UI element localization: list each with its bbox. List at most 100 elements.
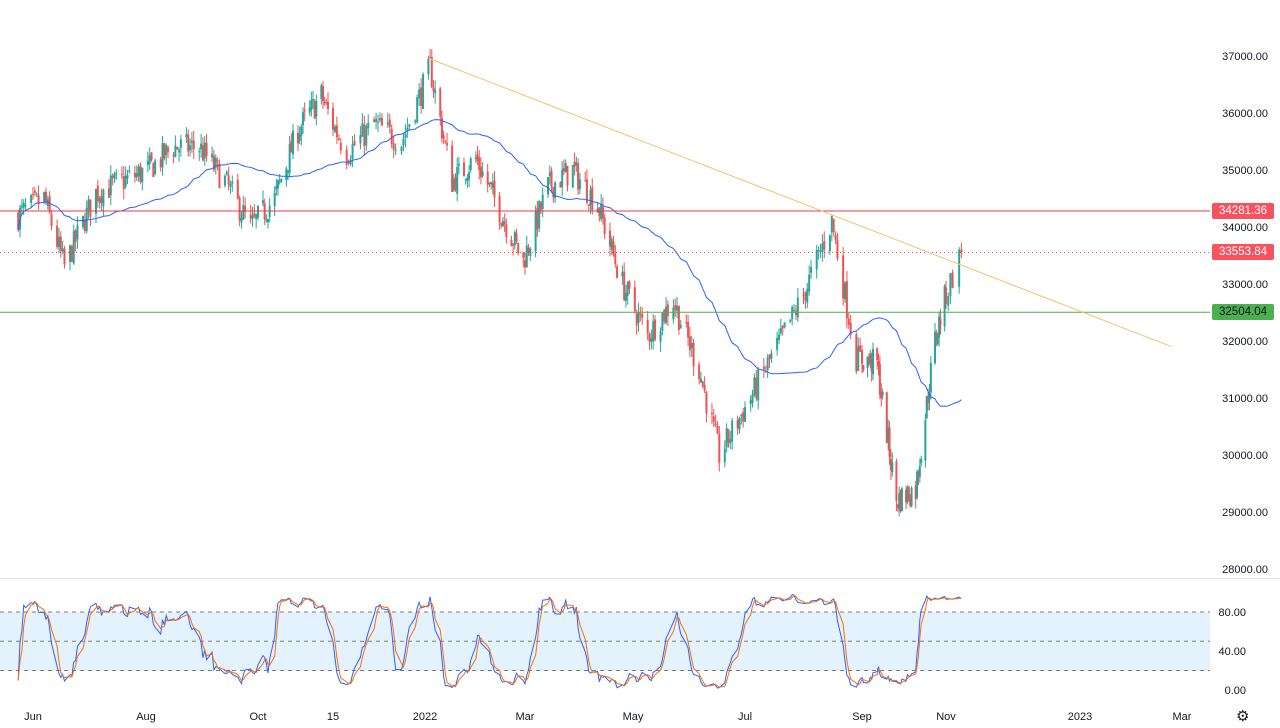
candle-body [386,122,389,125]
candle [844,280,847,303]
candle-body [690,343,693,348]
candle [35,192,38,198]
candle-body [566,166,569,186]
candle-body [876,348,879,360]
candle [373,116,376,123]
candle-body [929,363,932,393]
candle [187,129,190,157]
candle [300,123,303,146]
candle-body [768,354,771,360]
candle-body [810,267,813,273]
candle-body [434,89,437,94]
candle-body [377,121,380,123]
candle-body [100,195,103,204]
candle [768,354,771,369]
candle [552,187,555,203]
candle-body [626,282,629,296]
candle [659,327,662,352]
candle-body [909,500,912,506]
candle [808,265,811,296]
candle [280,178,283,184]
candle [958,247,961,294]
candle-body [880,392,883,399]
candle-body [392,143,395,150]
candle-body [332,108,334,130]
time-tick-label: 2023 [1068,711,1092,723]
candle [641,307,644,326]
candle-body [725,427,728,448]
candle [185,127,188,144]
candle [895,458,898,512]
candle-body [701,381,704,387]
candle [439,86,442,126]
candle-body [141,167,144,183]
candle-body [69,245,72,262]
candle [654,315,657,342]
candle-body [665,306,668,324]
candle-body [823,241,826,250]
candle [703,376,706,394]
candle-body [889,459,892,470]
stoch-tick-label: 40.00 [1218,646,1246,658]
candle-body [794,310,797,316]
candle-body [290,141,293,153]
candle-body [462,162,465,177]
candle [896,503,899,512]
candle-body [56,225,59,247]
candle-body [275,185,278,190]
candle-body [793,309,796,311]
candle [909,493,912,508]
candle-body [584,180,587,182]
candle [939,309,942,335]
candle-body [24,205,27,207]
candle [141,167,144,191]
candle [924,413,927,468]
candle [714,414,717,428]
candle [406,117,409,138]
candle [290,133,293,153]
candle-body [491,183,494,188]
candle [380,113,383,126]
candle [337,134,340,142]
candle [584,171,587,182]
candle [440,110,443,143]
candle [456,157,459,202]
candle-body [783,322,786,328]
candle [30,193,33,209]
candle [925,395,928,420]
candle-body [878,364,881,395]
candle [501,216,504,227]
candle-body [120,173,123,175]
candle-body [575,162,578,166]
candle-body [218,163,221,189]
price-tick-label: 37000.00 [1222,51,1268,63]
candle-body [666,304,669,317]
candle [179,134,182,157]
candle-body [165,144,168,156]
candle [762,358,765,379]
candle-body [192,140,195,149]
stoch-band [0,612,1210,671]
candle [513,230,516,250]
candle [320,83,323,105]
candle [476,145,479,165]
candle [898,486,901,517]
candle-body [427,58,430,75]
candle-body [148,155,151,165]
candle-body [469,158,472,170]
candle-body [674,304,677,310]
candle-body [527,247,530,253]
candle-body [422,74,425,109]
candle [880,383,883,407]
candle [63,245,66,269]
candle-body [834,235,837,240]
gear-icon[interactable]: ⚙ [1236,708,1250,725]
candle [94,188,97,224]
candle-body [430,57,433,88]
candle-body [624,292,627,301]
candle-body [150,152,153,161]
candle-body [285,168,288,181]
candle-body [501,220,504,227]
candle [176,146,179,150]
